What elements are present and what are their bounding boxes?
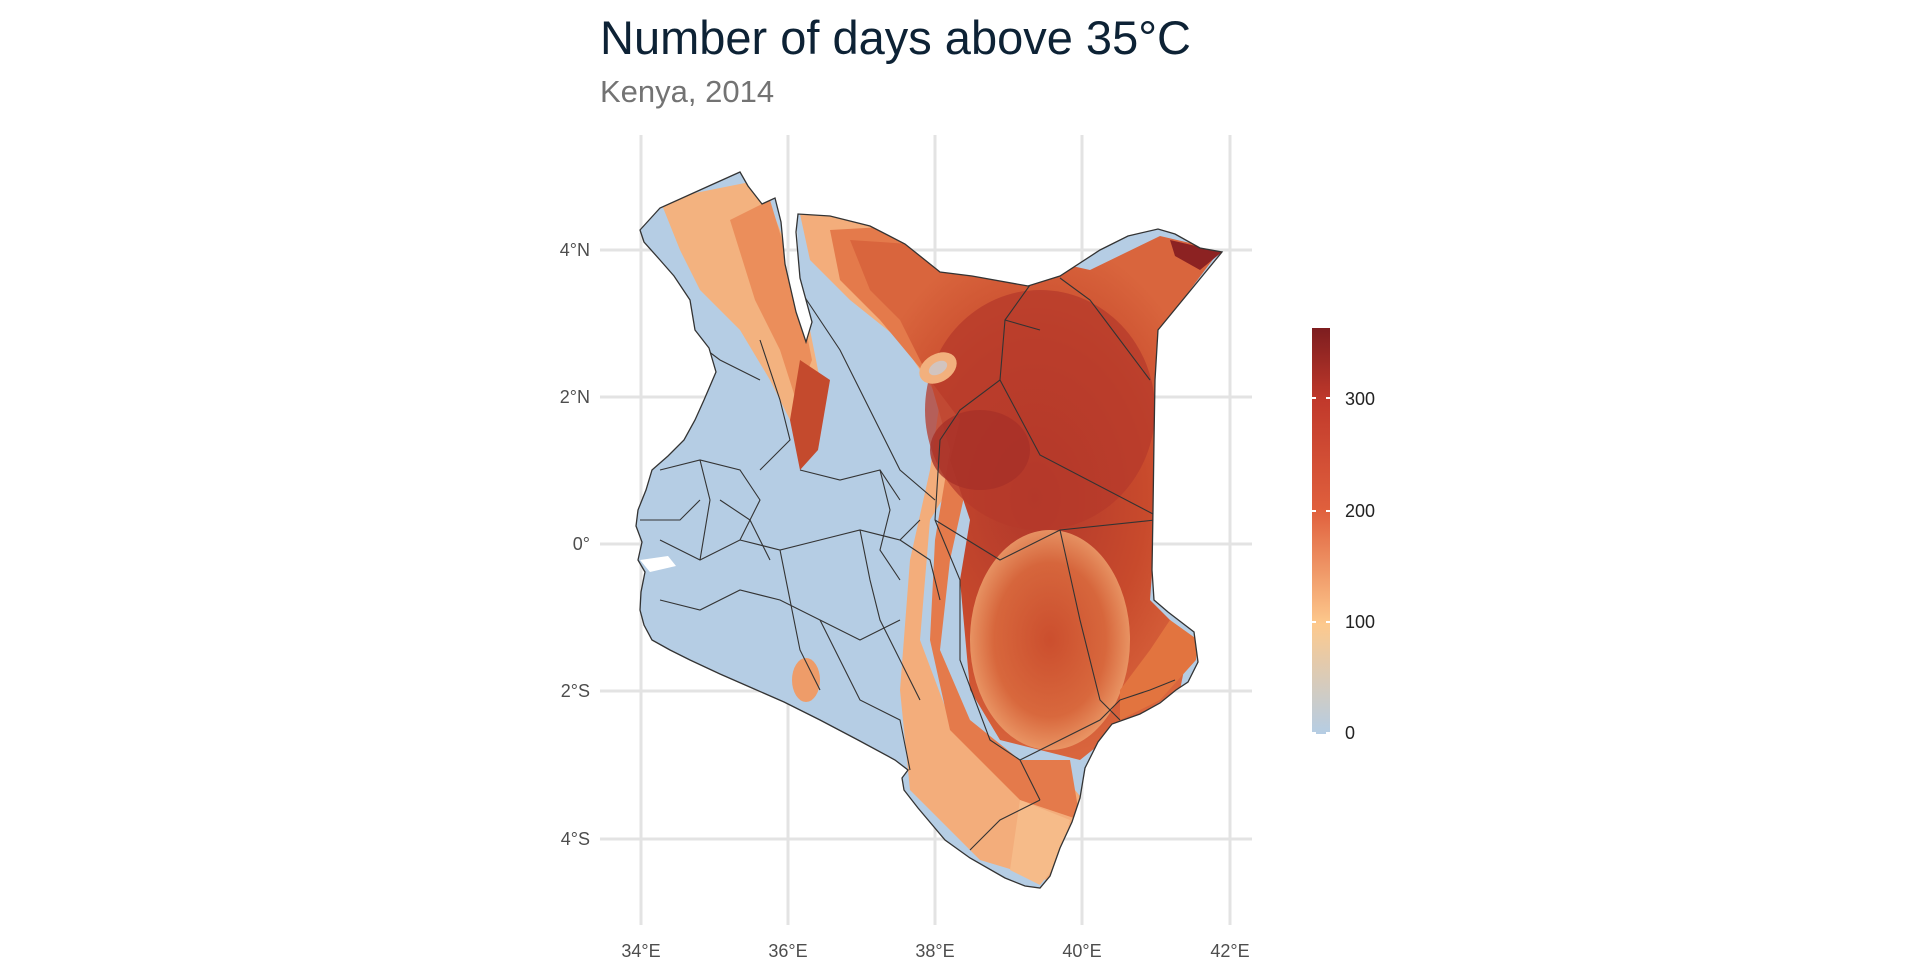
chart-subtitle: Kenya, 2014 (600, 74, 775, 109)
y-tick-label: 2°S (561, 681, 590, 701)
y-tick-label: 4°S (561, 829, 590, 849)
legend-tick-label: 100 (1345, 612, 1375, 632)
legend-tick-label: 0 (1345, 723, 1355, 743)
x-tick-label: 42°E (1210, 941, 1249, 960)
x-tick-label: 38°E (915, 941, 954, 960)
y-tick-label: 4°N (560, 240, 590, 260)
color-legend: 300 200 100 0 (1312, 328, 1375, 743)
x-tick-label: 34°E (621, 941, 660, 960)
y-axis: 4°N 2°N 0° 2°S 4°S (560, 240, 590, 849)
chart-title: Number of days above 35°C (600, 11, 1191, 64)
legend-tick-label: 200 (1345, 501, 1375, 521)
county-boundaries (640, 277, 1176, 851)
y-tick-label: 0° (573, 534, 590, 554)
legend-colorbar (1312, 328, 1330, 734)
x-axis: 34°E 36°E 38°E 40°E 42°E (621, 941, 1249, 960)
y-tick-label: 2°N (560, 387, 590, 407)
x-tick-label: 40°E (1062, 941, 1101, 960)
legend-tick-label: 300 (1345, 389, 1375, 409)
x-tick-label: 36°E (768, 941, 807, 960)
heat-raster (636, 172, 1222, 888)
